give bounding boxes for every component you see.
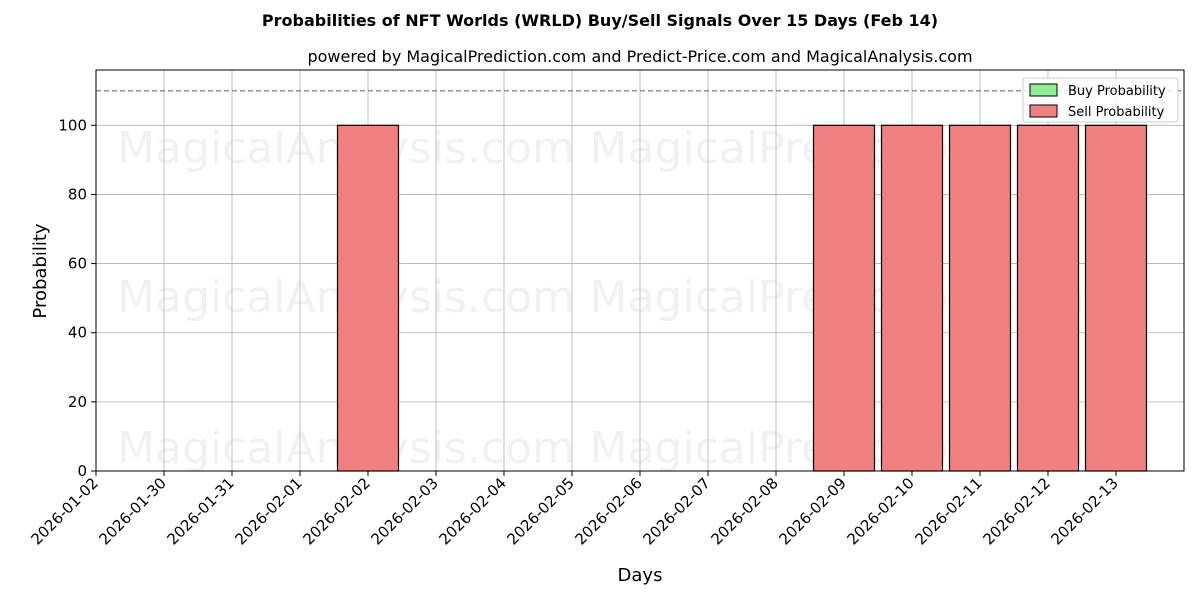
- x-tick-label: 2026-02-13: [1047, 474, 1121, 548]
- x-tick-label: 2026-02-04: [435, 474, 509, 548]
- legend-label: Sell Probability: [1068, 105, 1165, 120]
- legend: Buy Probability Sell Probability: [1022, 77, 1179, 123]
- x-tick-label: 2026-02-02: [299, 474, 373, 548]
- y-axis-ticks: 0 20 40 60 80 100: [58, 116, 96, 480]
- legend-label: Buy Probability: [1068, 84, 1166, 99]
- chart-subtitle: powered by MagicalPrediction.com and Pre…: [307, 47, 972, 66]
- bar-sell-probability: [336, 124, 400, 472]
- y-tick-label: 100: [58, 116, 87, 134]
- x-axis-ticks: 2026-01-022026-01-302026-01-312026-02-01…: [27, 471, 1122, 548]
- x-tick-label: 2026-02-03: [367, 474, 441, 548]
- bar-sell-probability: [880, 124, 944, 472]
- y-tick-label: 0: [77, 462, 87, 480]
- y-axis-label: Probability: [30, 223, 51, 318]
- y-tick-label: 20: [68, 393, 87, 411]
- bars: [336, 124, 1148, 472]
- x-tick-label: 2026-01-31: [163, 474, 237, 548]
- x-tick-label: 2026-01-30: [95, 474, 169, 548]
- x-tick-label: 2026-02-09: [775, 474, 849, 548]
- y-tick-label: 60: [68, 255, 87, 273]
- x-axis-label: Days: [618, 565, 663, 586]
- x-tick-label: 2026-02-12: [979, 474, 1053, 548]
- x-tick-label: 2026-02-05: [503, 474, 577, 548]
- bar-sell-probability: [1084, 124, 1148, 472]
- x-tick-label: 2026-02-10: [843, 474, 917, 548]
- chart-title: Probabilities of NFT Worlds (WRLD) Buy/S…: [262, 11, 938, 30]
- x-tick-label: 2026-02-01: [231, 474, 305, 548]
- x-tick-label: 2026-02-06: [571, 474, 645, 548]
- y-tick-label: 80: [68, 185, 87, 203]
- y-tick-label: 40: [68, 324, 87, 342]
- bar-sell-probability: [1016, 124, 1080, 472]
- bar-sell-probability: [948, 124, 1012, 472]
- bar-sell-probability: [812, 124, 876, 472]
- x-tick-label: 2026-02-07: [639, 474, 713, 548]
- legend-frame: [1022, 77, 1179, 123]
- legend-swatch: [1029, 83, 1058, 97]
- x-tick-label: 2026-02-11: [911, 474, 985, 548]
- legend-swatch: [1029, 104, 1058, 118]
- x-tick-label: 2026-01-02: [27, 474, 101, 548]
- x-tick-label: 2026-02-08: [707, 474, 781, 548]
